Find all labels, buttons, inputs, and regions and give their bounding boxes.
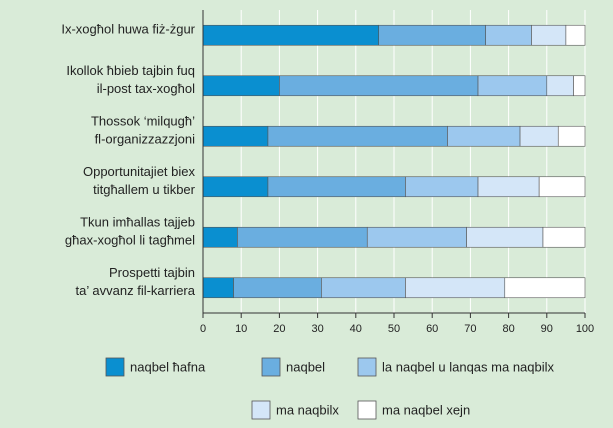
bar-segment xyxy=(538,176,586,198)
x-tick-label: 20 xyxy=(273,323,285,335)
bar-segment xyxy=(531,24,567,46)
bar-segment xyxy=(233,277,322,299)
bar-segment xyxy=(573,75,586,97)
bar-segment xyxy=(267,176,406,198)
legend-label: naqbel xyxy=(286,359,325,374)
x-tick-label: 30 xyxy=(311,323,323,335)
bar-segment xyxy=(202,125,269,147)
bar-segment xyxy=(202,226,238,248)
x-tick-label: 0 xyxy=(200,323,206,335)
bar-segment xyxy=(202,75,280,97)
bar-segment xyxy=(378,24,486,46)
x-tick-label: 100 xyxy=(576,323,594,335)
y-tick-label: ta’ avvanz fil-karriera xyxy=(76,283,196,298)
bar-segment xyxy=(237,226,368,248)
y-tick-label: Ikollok ħbieb tajbin fuq xyxy=(66,63,195,78)
bar-segment xyxy=(202,24,380,46)
bar-segment xyxy=(405,176,479,198)
y-tick-label: Opportunitajiet biex xyxy=(83,164,196,179)
y-tick-label: titgħallem u tikber xyxy=(93,182,196,197)
legend-label: naqbel ħafna xyxy=(130,359,206,374)
legend-swatch xyxy=(105,357,125,377)
x-tick-label: 90 xyxy=(541,323,553,335)
bar-segment xyxy=(542,226,586,248)
bar-segment xyxy=(279,75,479,97)
y-tick-label: Tkun imħallas tajjeb xyxy=(80,215,195,230)
bar-segment xyxy=(519,125,559,147)
y-tick-label: Prospetti tajbin xyxy=(109,265,195,280)
x-tick-label: 10 xyxy=(235,323,247,335)
y-tick-label: għax-xogħol li tagħmel xyxy=(65,233,195,248)
y-tick-label: fl-organizzazzjoni xyxy=(95,132,196,147)
legend-swatch xyxy=(357,400,377,420)
bar-segment xyxy=(546,75,574,97)
bar-segment xyxy=(485,24,532,46)
x-tick-label: 60 xyxy=(426,323,438,335)
bar-segment xyxy=(466,226,544,248)
y-tick-label: Ix-xogħol huwa fiż-żgur xyxy=(61,22,195,37)
bar-segment xyxy=(557,125,586,147)
bar-segment xyxy=(477,176,540,198)
x-tick-label: 70 xyxy=(464,323,476,335)
bar-segment xyxy=(405,277,506,299)
x-tick-label: 40 xyxy=(350,323,362,335)
legend-label: ma naqbel xejn xyxy=(382,402,470,417)
bar-segment xyxy=(267,125,448,147)
legend-swatch xyxy=(357,357,377,377)
bar-segment xyxy=(202,176,269,198)
bar-segment xyxy=(504,277,586,299)
x-tick-label: 50 xyxy=(388,323,400,335)
legend-label: la naqbel u lanqas ma naqbilx xyxy=(382,359,555,374)
bar-segment xyxy=(565,24,586,46)
y-tick-label: il-post tax-xogħol xyxy=(97,81,195,96)
y-tick-label: Thossok ‘milqugħ’ xyxy=(91,114,195,129)
bar-segment xyxy=(321,277,406,299)
bar-segment xyxy=(202,277,234,299)
legend-label: ma naqbilx xyxy=(276,402,339,417)
bar-segment xyxy=(447,125,521,147)
bar-segment xyxy=(366,226,467,248)
legend-swatch xyxy=(251,400,271,420)
legend-swatch xyxy=(261,357,281,377)
bar-segment xyxy=(477,75,548,97)
x-tick-label: 80 xyxy=(502,323,514,335)
